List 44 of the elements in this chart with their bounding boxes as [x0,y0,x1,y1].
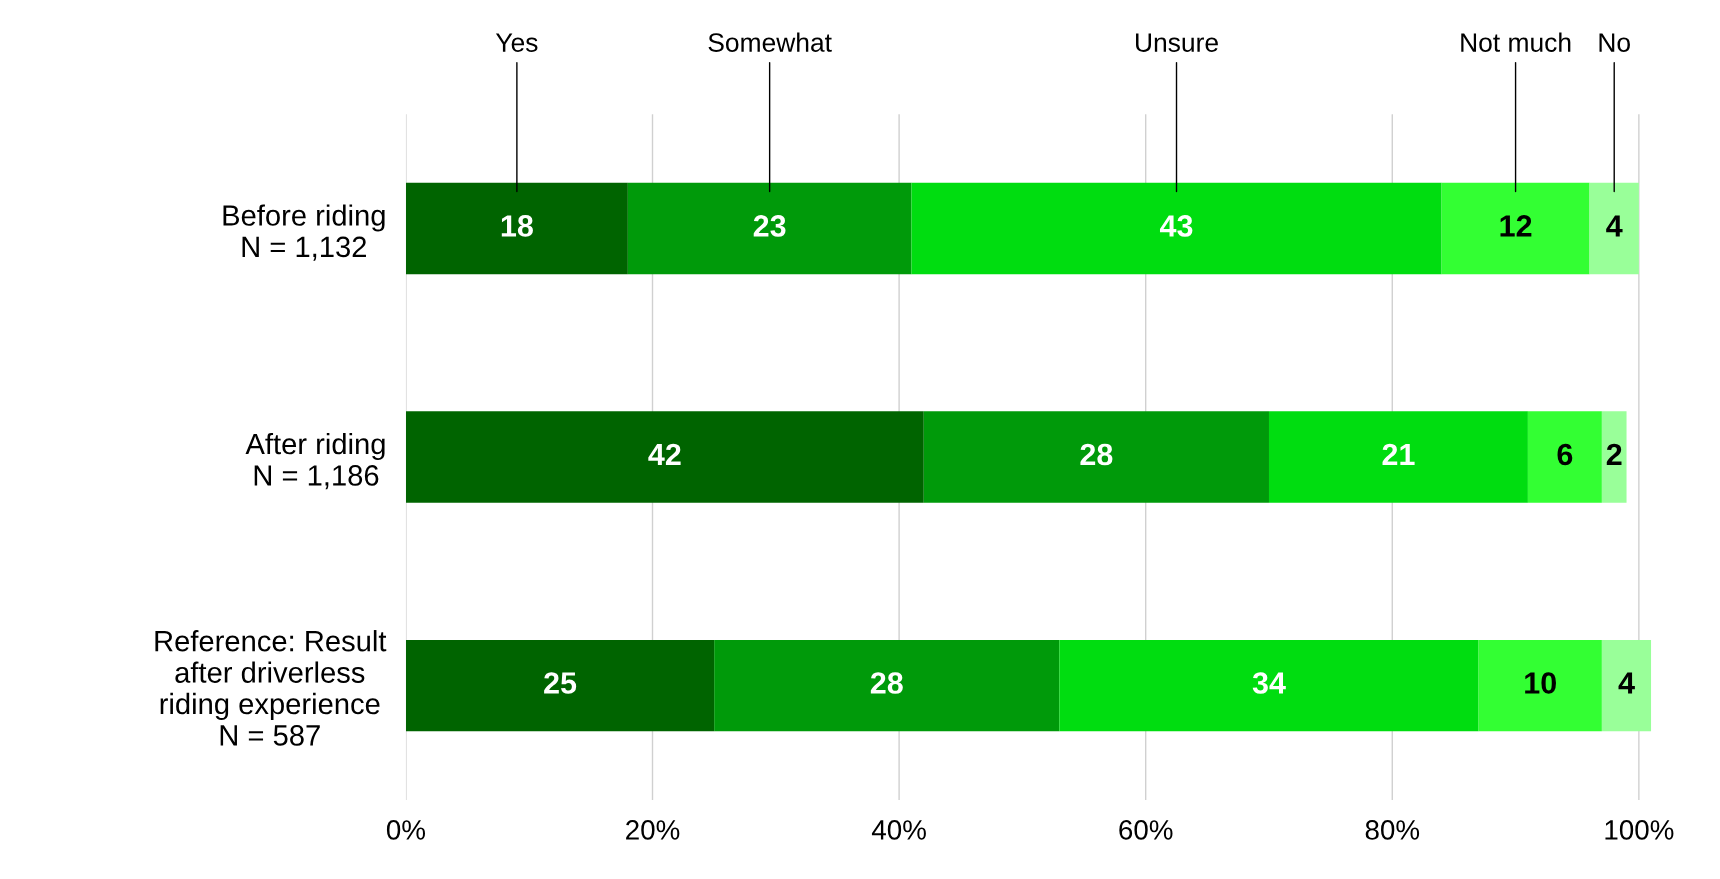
bar [1601,411,1627,503]
bar [1589,182,1639,275]
data-label: 21 [1382,443,1415,465]
text: Somewhat [708,32,832,52]
bar [1601,639,1652,732]
bar [1441,182,1590,275]
y-tick-label: Reference: Result after driverless riding experience N = 587 [155,630,387,746]
data-label: 6 [1557,443,1573,466]
data-label: 12 [1500,215,1532,237]
x-tick-label: 60% [1119,820,1173,840]
x-tick-label: 0% [386,820,426,840]
data-label: 25 [544,672,577,694]
data-label: 4 [1606,215,1623,237]
bar [627,182,912,275]
bar [405,411,924,503]
text: Yes [495,33,538,52]
bar [714,639,1060,732]
bar [1268,411,1528,503]
x-tick-label: 80% [1365,820,1420,840]
x-tick-label: 40% [871,820,926,840]
data-label: 18 [501,215,533,237]
bar [405,639,715,732]
data-label: 10 [1525,672,1556,694]
text: Not much [1461,32,1571,52]
data-label: 43 [1159,215,1193,237]
data-label: 2 [1606,443,1622,465]
data-label: 4 [1618,672,1635,694]
data-label: 23 [753,215,786,237]
y-tick-label: After riding N = 1,186 [245,432,385,490]
text: Unsure [1136,33,1218,52]
data-label: 28 [870,672,903,694]
bar [1527,411,1602,503]
bar [1059,639,1479,732]
bar [911,182,1442,275]
y-tick-label: Before riding N = 1,132 [223,204,385,261]
data-label: 28 [1080,443,1113,466]
data-label: 42 [648,443,681,465]
bar [923,411,1269,503]
bar [405,182,628,275]
data-label: 34 [1252,672,1286,694]
text: No [1599,33,1630,52]
x-tick-label: 100% [1605,820,1674,840]
x-tick-label: 20% [626,820,680,840]
bar [1478,639,1602,732]
